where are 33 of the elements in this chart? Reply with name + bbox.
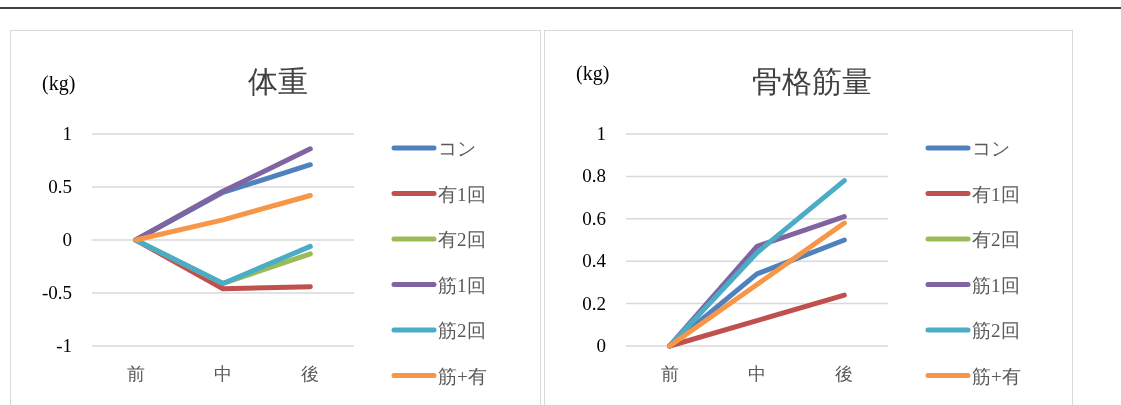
y-tick-label: 1	[596, 123, 606, 144]
legend-label: 有2回	[972, 229, 1020, 250]
y-axis-title: (kg)	[42, 72, 76, 95]
legend-label: 筋+有	[438, 365, 487, 387]
x-tick-label: 前	[126, 364, 145, 384]
y-tick-label: 1	[62, 123, 72, 144]
legend-label: 筋1回	[438, 274, 486, 296]
x-tick-label: 中	[214, 364, 232, 384]
y-tick-label: -1	[56, 335, 72, 356]
x-tick-label: 後	[301, 364, 320, 384]
legend-label: 有1回	[438, 183, 486, 205]
legend-label: 筋2回	[972, 320, 1020, 341]
legend-label: 筋1回	[972, 274, 1020, 296]
legend-label: 筋+有	[972, 365, 1021, 387]
y-tick-label: 0	[596, 335, 606, 356]
legend-label: 有1回	[972, 183, 1020, 205]
x-tick-label: 中	[748, 364, 766, 384]
legend-label: コン	[972, 138, 1010, 159]
x-tick-label: 後	[835, 364, 854, 384]
legend-label: 有2回	[438, 229, 486, 250]
y-tick-label: 0.6	[582, 207, 606, 229]
y-tick-label: 0.2	[582, 292, 606, 314]
chart-title: 体重	[248, 65, 308, 98]
y-axis-title: (kg)	[576, 62, 610, 85]
y-tick-label: 0	[62, 229, 72, 250]
legend-label: コン	[438, 138, 476, 159]
legend-label: 筋2回	[438, 320, 486, 341]
x-tick-label: 前	[660, 364, 679, 384]
y-tick-label: -0.5	[41, 282, 72, 303]
y-tick-label: 0.5	[48, 176, 72, 197]
y-tick-label: 0.4	[582, 250, 607, 272]
chart-title: 骨格筋量	[752, 65, 872, 98]
y-tick-label: 0.8	[582, 165, 606, 187]
